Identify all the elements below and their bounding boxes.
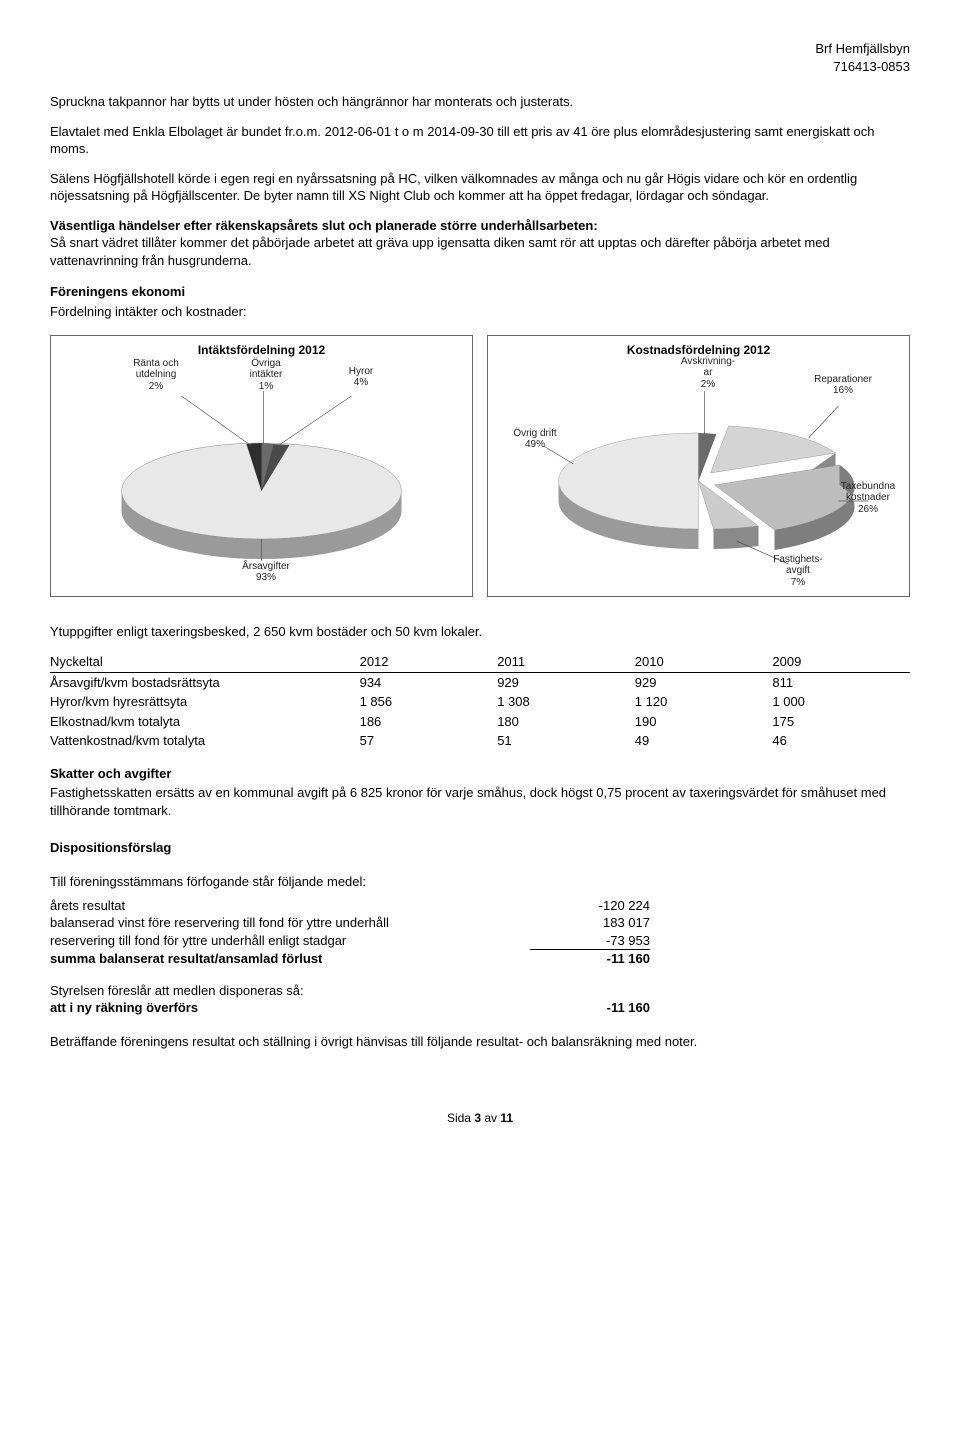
org-number: 716413-0853: [50, 58, 910, 76]
cost-label-ovrig: Övrig drift 49%: [500, 428, 570, 451]
skatter-title: Skatter och avgifter: [50, 765, 910, 783]
economy-subtitle: Fördelning intäkter och kostnader:: [50, 303, 910, 321]
cost-label-tax: Taxebundna kostnader 26%: [828, 481, 908, 516]
yt-text: Ytuppgifter enligt taxeringsbesked, 2 65…: [50, 623, 910, 641]
cost-chart: Kostnadsfördelning 2012: [487, 335, 910, 597]
income-label-arsavgifter: Årsavgifter 93%: [221, 561, 311, 584]
dispositions-table: årets resultat -120 224 balanserad vinst…: [50, 897, 910, 968]
paragraph-3: Sälens Högfjällshotell körde i egen regi…: [50, 170, 910, 205]
events-body: Så snart vädret tillåter kommer det påbö…: [50, 235, 830, 268]
paragraph-2: Elavtalet med Enkla Elbolaget är bundet …: [50, 123, 910, 158]
dispositions-intro: Till föreningsstämmans förfogande står f…: [50, 873, 910, 891]
cost-label-avskr: Avskrivning- ar 2%: [668, 356, 748, 391]
nyckeltal-header-row: Nyckeltal 2012 2011 2010 2009: [50, 652, 910, 672]
cost-label-fast: Fastighets- avgift 7%: [758, 554, 838, 589]
nyckeltal-h0: Nyckeltal: [50, 654, 103, 669]
income-chart-title: Intäktsfördelning 2012: [51, 342, 472, 358]
table-row: Hyror/kvm hyresrättsyta 1 856 1 308 1 12…: [50, 692, 910, 712]
economy-title: Föreningens ekonomi: [50, 283, 910, 301]
nyckeltal-table: Nyckeltal 2012 2011 2010 2009 Årsavgift/…: [50, 652, 910, 751]
disp-row: reservering till fond för yttre underhål…: [50, 932, 910, 951]
income-chart: Intäktsfördelning 2012 Ränta och utdelni…: [50, 335, 473, 597]
events-paragraph: Väsentliga händelser efter räkenskapsåre…: [50, 217, 910, 270]
nyckeltal-h4: 2009: [772, 654, 801, 669]
nyckeltal-h2: 2011: [497, 654, 525, 669]
disp-row: årets resultat -120 224: [50, 897, 910, 915]
table-row: Årsavgift/kvm bostadsrättsyta 934 929 92…: [50, 672, 910, 692]
income-label-ovriga: Övriga intäkter 1%: [226, 358, 306, 393]
dispositions-title: Dispositionsförslag: [50, 839, 910, 857]
skatter-body: Fastighetsskatten ersätts av en kommunal…: [50, 784, 910, 819]
styrelsen-text: Styrelsen föreslår att medlen disponeras…: [50, 982, 910, 1000]
income-label-ranta: Ränta och utdelning 2%: [111, 358, 201, 393]
events-title: Väsentliga händelser efter räkenskapsåre…: [50, 218, 598, 233]
nyckeltal-h3: 2010: [635, 654, 664, 669]
paragraph-1: Spruckna takpannor har bytts ut under hö…: [50, 93, 910, 111]
income-label-hyror: Hyror 4%: [326, 366, 396, 389]
overfors-row: att i ny räkning överförs -11 160: [50, 999, 910, 1017]
table-row: Elkostnad/kvm totalyta 186 180 190 175: [50, 712, 910, 732]
charts-row: Intäktsfördelning 2012 Ränta och utdelni…: [50, 335, 910, 597]
page-footer: Sida 3 av 11: [50, 1110, 910, 1126]
disp-sum-row: summa balanserat resultat/ansamlad förlu…: [50, 950, 910, 968]
disp-row: balanserad vinst före reservering till f…: [50, 914, 910, 932]
nyckeltal-h1: 2012: [360, 654, 389, 669]
cost-label-rep: Reparationer 16%: [798, 374, 888, 397]
closing-text: Beträffande föreningens resultat och stä…: [50, 1033, 910, 1051]
document-header: Brf Hemfjällsbyn 716413-0853: [50, 40, 910, 75]
org-name: Brf Hemfjällsbyn: [50, 40, 910, 58]
table-row: Vattenkostnad/kvm totalyta 57 51 49 46: [50, 731, 910, 751]
